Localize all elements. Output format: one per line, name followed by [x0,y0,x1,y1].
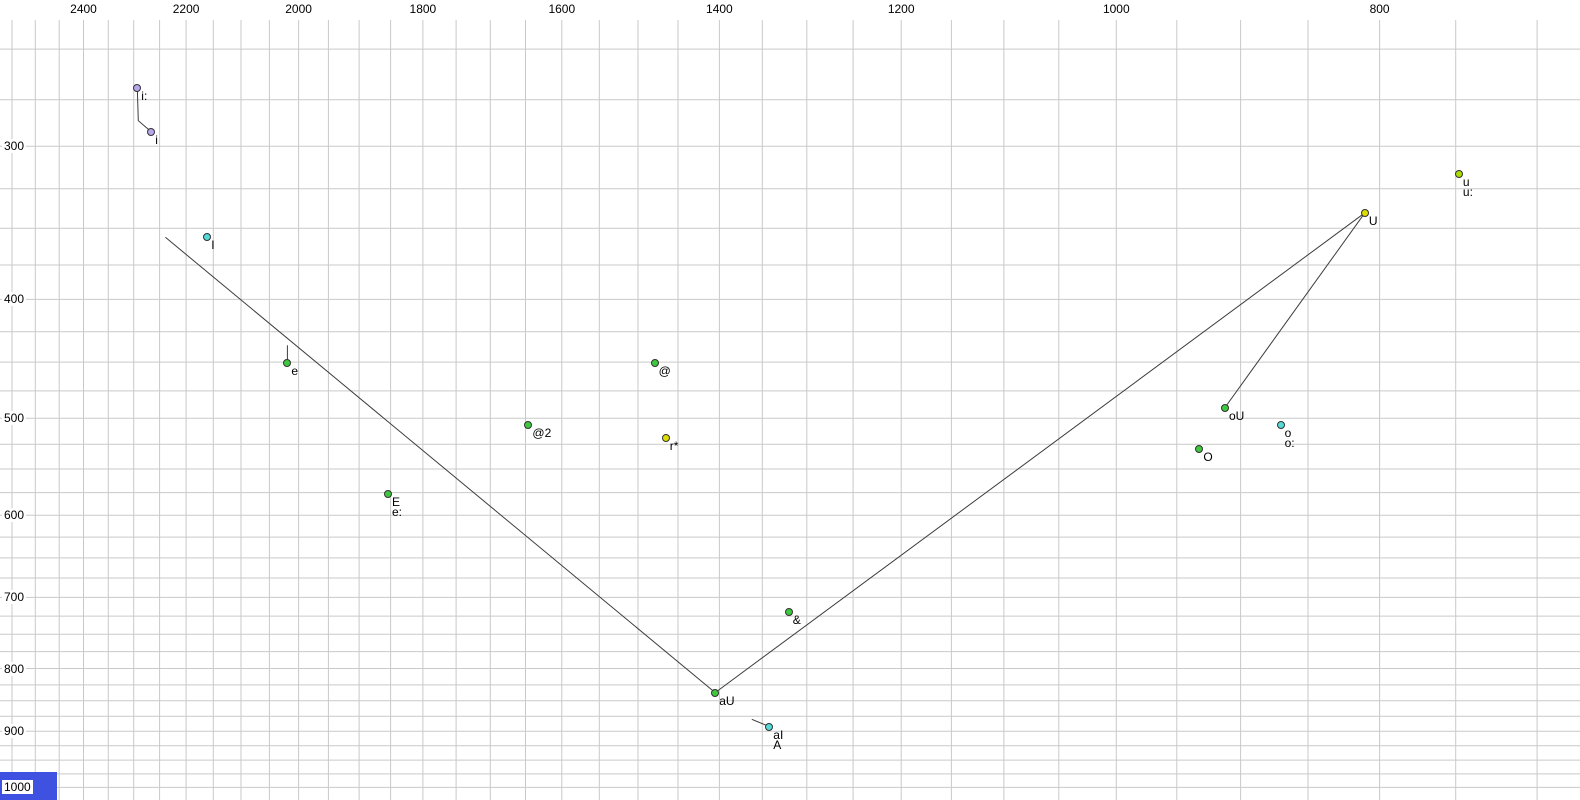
x-tick-2400: 2400 [68,2,99,16]
vowel-point-r*[interactable] [661,434,670,443]
vowel-label-U: U [1368,213,1378,228]
trajectory-U-to-oU [1224,212,1366,408]
x-tick-1800: 1800 [407,2,439,16]
trajectory-front-diagonal [165,236,716,693]
vowel-point-@[interactable] [650,359,659,368]
vowel-label-o: o [1284,425,1292,440]
vowel-point-e[interactable] [283,359,292,368]
vowel-label-aU: aU [719,693,735,708]
vowel-point-aI[interactable] [765,722,774,731]
x-tick-1600: 1600 [546,2,578,16]
x-tick-800: 800 [1367,2,1392,16]
vowel-point-I[interactable] [203,233,212,242]
vowel-label-i: i [155,132,158,147]
y-tick-400: 400 [2,292,27,307]
vowel-point-@2[interactable] [524,420,533,429]
vowel-point-u[interactable] [1454,169,1463,178]
vowel-label-O: O [1203,450,1213,465]
vowel-label-aI: aI [773,727,784,742]
x-tick-1200: 1200 [885,2,917,16]
x-tick-2200: 2200 [170,2,202,16]
x-tick-1000: 1000 [1100,2,1132,16]
vowel-label-o:: o: [1284,435,1295,450]
vowel-point-U[interactable] [1360,208,1369,217]
y-tick-600: 600 [2,508,27,523]
y-tick-800: 800 [2,661,27,676]
y-tick-300: 300 [2,139,27,154]
vowel-label-e: e [291,364,299,379]
vowel-label-E: E [392,494,401,509]
vowel-label-u: u [1462,174,1470,189]
y-tick-700: 700 [2,590,27,605]
vowel-point-&[interactable] [784,607,793,616]
vowel-label-@: @ [658,364,671,379]
vowel-label-A: A [773,737,782,752]
y-tick-900: 900 [2,724,27,739]
vowel-label-r*: r* [669,439,679,454]
vowel-point-o[interactable] [1276,420,1285,429]
y-tick-1000: 1000 [2,780,33,795]
trajectory-aU-to-U [714,212,1366,694]
vowel-label-oU: oU [1229,408,1245,423]
vowel-label-i:: i: [141,89,148,104]
vowel-point-E[interactable] [384,489,392,498]
vowel-point-i[interactable] [147,127,156,136]
vowel-label-e:: e: [392,504,403,519]
trajectory-i-long-to-i-connector [136,88,152,133]
x-tick-1400: 1400 [704,2,735,16]
vowel-label-&: & [792,612,801,627]
x-tick-2000: 2000 [283,2,314,16]
vowel-label-@2: @2 [532,425,552,440]
vowel-label-I: I [211,238,215,253]
vowel-point-O[interactable] [1195,445,1204,454]
vowel-point-oU[interactable] [1221,403,1229,412]
vowel-point-aU[interactable] [711,688,720,697]
y-tick-500: 500 [2,411,27,426]
vowel-point-i:[interactable] [133,84,142,93]
vowel-label-u:: u: [1462,184,1473,199]
